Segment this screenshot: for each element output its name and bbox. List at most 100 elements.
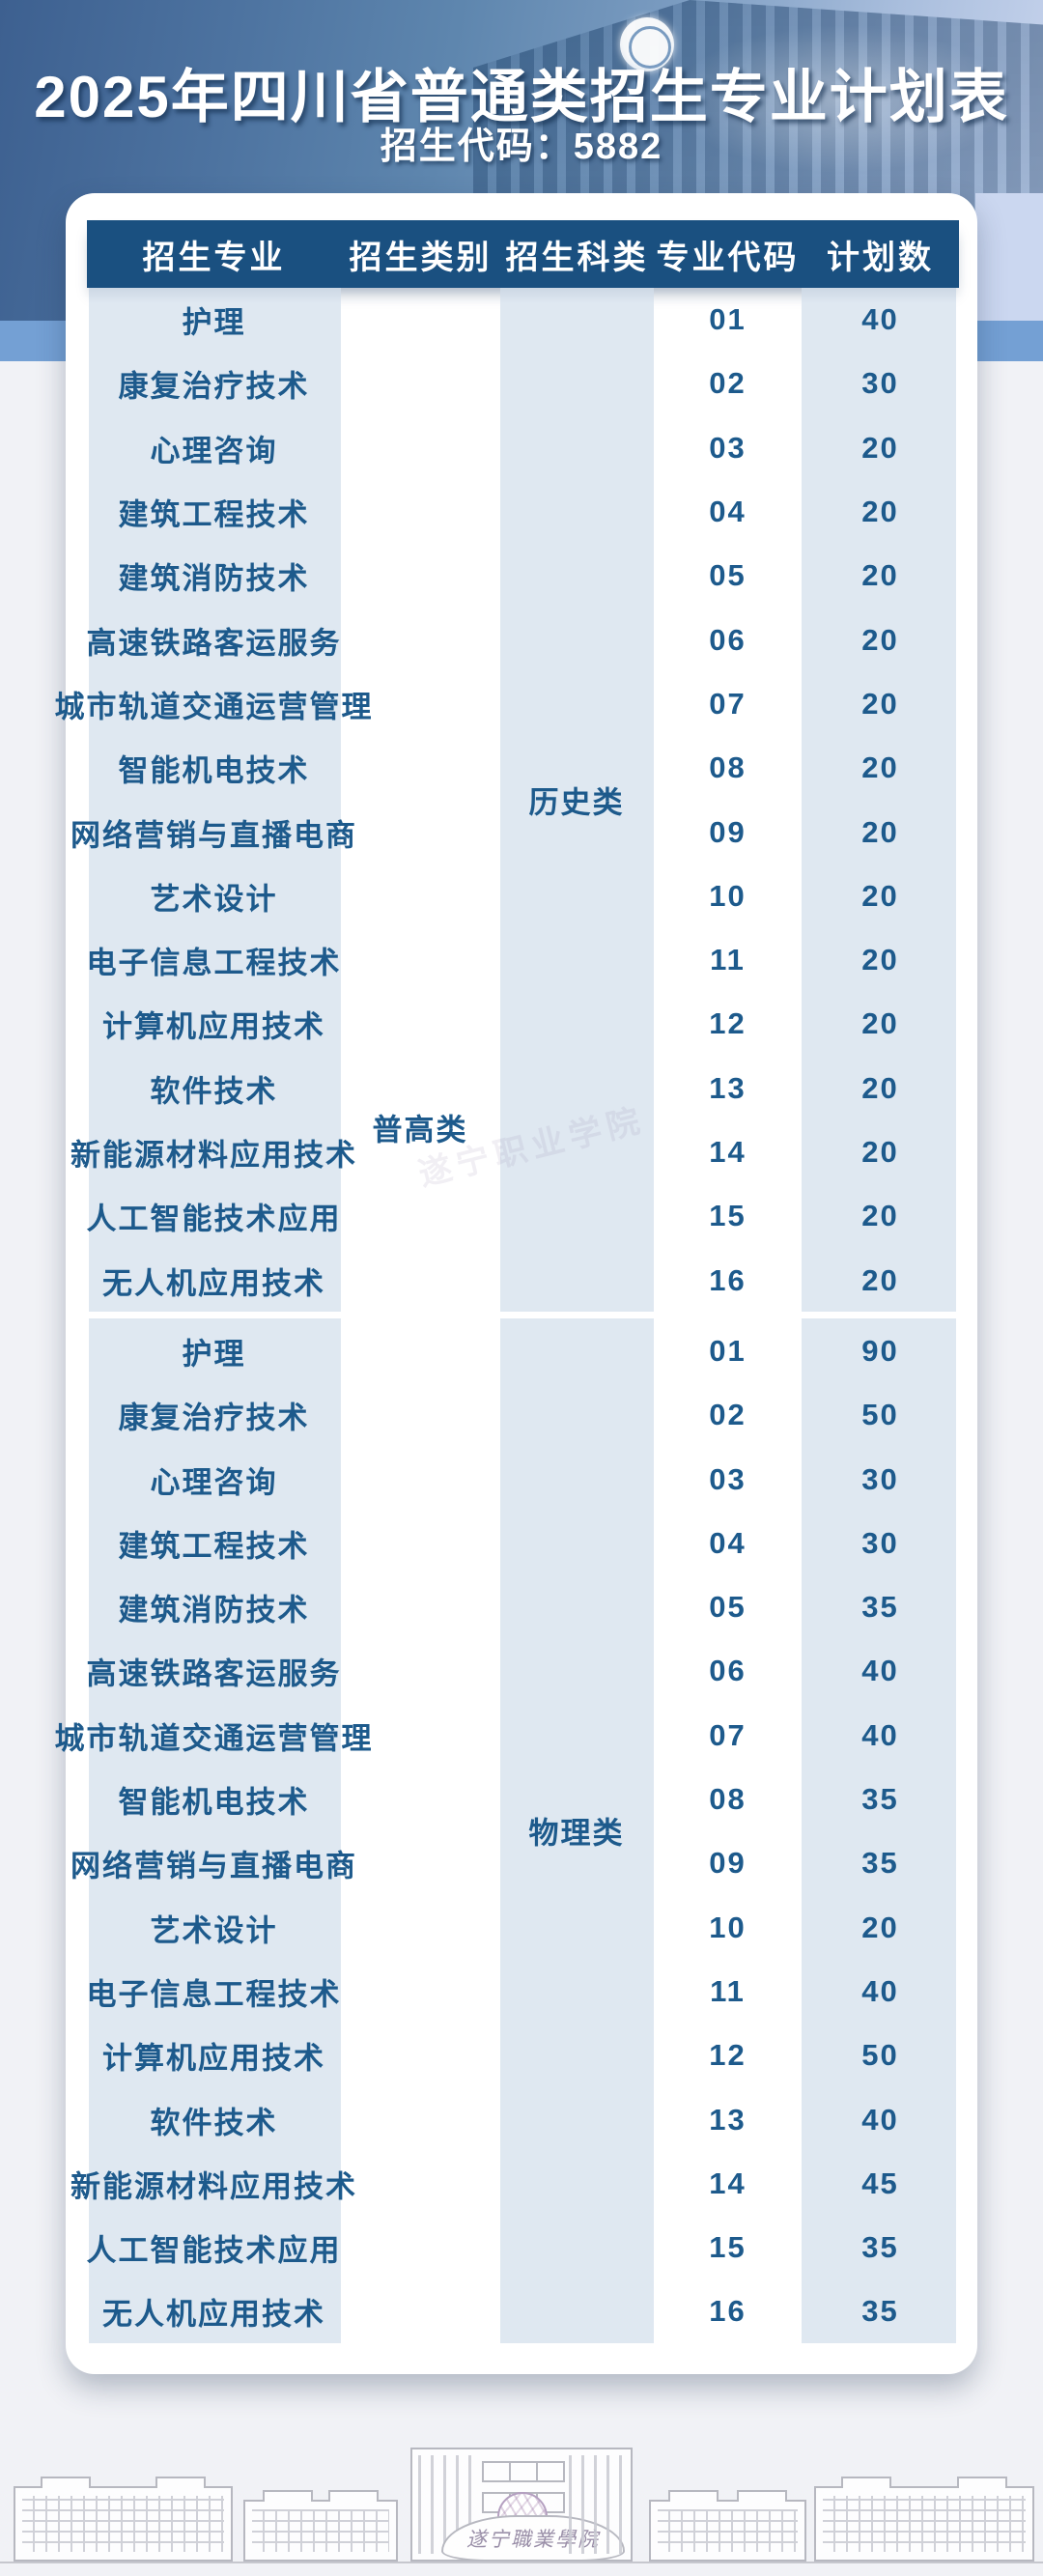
code-cell: 14 <box>709 2166 747 2200</box>
major-cell: 新能源材料应用技术 <box>70 2169 357 2204</box>
code-cell: 11 <box>710 943 746 977</box>
plan-cell: 35 <box>861 1846 899 1881</box>
major-cell: 计算机应用技术 <box>102 2041 325 2076</box>
plan-cell: 20 <box>861 814 899 849</box>
page-title: 2025年四川省普通类招生专业计划表 <box>34 65 1009 129</box>
plan-cell: 30 <box>861 366 899 401</box>
plan-cell: 20 <box>861 943 899 977</box>
plan-cell: 20 <box>861 750 899 785</box>
column-header-3: 专业代码 <box>656 239 800 276</box>
roof-tab <box>668 2490 719 2502</box>
major-cell: 人工智能技术应用 <box>86 2233 342 2268</box>
section-divider <box>87 1312 959 1318</box>
plan-cell: 35 <box>861 1590 899 1625</box>
major-cell: 建筑工程技术 <box>118 497 310 532</box>
major-cell: 软件技术 <box>150 1074 278 1109</box>
plan-cell: 20 <box>861 495 899 529</box>
major-cell: 无人机应用技术 <box>102 2297 325 2332</box>
plan-cell: 20 <box>861 1199 899 1233</box>
subject-label-history: 历史类 <box>528 785 625 820</box>
plan-cell: 40 <box>861 1973 899 2008</box>
code-cell: 12 <box>709 2038 747 2073</box>
major-cell: 无人机应用技术 <box>102 1266 325 1301</box>
code-cell: 04 <box>709 1525 747 1560</box>
plan-cell: 30 <box>861 1525 899 1560</box>
major-cell: 软件技术 <box>150 2106 278 2140</box>
code-cell: 14 <box>709 1135 747 1170</box>
major-cell: 人工智能技术应用 <box>86 1202 342 1236</box>
window-row <box>482 2461 565 2482</box>
periwinkle-corner <box>975 193 1043 321</box>
code-cell: 11 <box>710 1973 746 2008</box>
roof-tab <box>328 2490 379 2502</box>
code-cell: 13 <box>709 1070 747 1105</box>
plan-cell: 20 <box>861 1262 899 1297</box>
outline-building-4 <box>649 2490 806 2562</box>
column-header-2: 招生科类 <box>505 239 649 276</box>
code-cell: 07 <box>709 1717 747 1752</box>
campus-illustration: 遂宁職業學院 <box>0 2441 1043 2576</box>
outline-building-5 <box>814 2477 1034 2562</box>
plan-cell: 35 <box>861 1782 899 1817</box>
plan-cell: 20 <box>861 622 899 657</box>
major-cell: 心理咨询 <box>150 434 278 468</box>
major-cell: 网络营销与直播电商 <box>70 818 357 853</box>
major-cell: 高速铁路客运服务 <box>86 626 342 661</box>
code-cell: 09 <box>709 814 747 849</box>
code-cell: 13 <box>709 2102 747 2137</box>
plan-cell: 35 <box>861 2230 899 2265</box>
code-cell: 02 <box>709 1398 747 1432</box>
plan-cell: 40 <box>861 1717 899 1752</box>
major-cell: 艺术设计 <box>150 1913 278 1948</box>
roof-tab <box>957 2477 1007 2488</box>
major-cell: 建筑消防技术 <box>118 561 310 596</box>
major-cell: 康复治疗技术 <box>118 369 310 404</box>
code-cell: 03 <box>709 1461 747 1496</box>
code-cell: 03 <box>709 430 747 465</box>
major-cell: 城市轨道交通运营管理 <box>54 690 374 724</box>
code-cell: 04 <box>709 495 747 529</box>
major-cell: 建筑消防技术 <box>118 1593 310 1628</box>
major-cell: 网络营销与直播电商 <box>70 1849 357 1883</box>
roof-tab <box>841 2477 891 2488</box>
plan-cell: 40 <box>861 2102 899 2137</box>
table-header-row: 招生专业 招生类别 招生科类 专业代码 计划数 <box>87 220 959 288</box>
major-cell: 护理 <box>182 1337 246 1372</box>
plan-table-card: 招生专业 招生类别 招生科类 专业代码 计划数 普高类 历史类 物理类 护理 01 40 康复… <box>55 193 977 2374</box>
plan-cell: 20 <box>861 686 899 721</box>
code-cell: 06 <box>709 1654 747 1688</box>
ground-line <box>0 2562 1043 2563</box>
code-cell: 08 <box>709 750 747 785</box>
plan-cell: 20 <box>861 1910 899 1944</box>
code-cell: 15 <box>709 2230 747 2265</box>
code-cell: 02 <box>709 366 747 401</box>
major-cell: 智能机电技术 <box>118 753 310 788</box>
column-header-1: 招生类别 <box>349 239 493 276</box>
major-cell: 智能机电技术 <box>118 1785 310 1820</box>
column-header-4: 计划数 <box>827 239 934 276</box>
code-cell: 05 <box>709 1590 747 1625</box>
code-cell: 10 <box>709 878 747 913</box>
category-label: 普高类 <box>372 1113 468 1147</box>
plan-cell: 35 <box>861 2294 899 2329</box>
code-cell: 15 <box>709 1199 747 1233</box>
plan-cell: 20 <box>861 1006 899 1041</box>
plan-cell: 20 <box>861 430 899 465</box>
code-cell: 16 <box>709 1262 747 1297</box>
plan-cell: 45 <box>861 2166 899 2200</box>
major-cell: 心理咨询 <box>150 1465 278 1500</box>
roof-tab <box>155 2477 206 2488</box>
roof-tab <box>263 2490 313 2502</box>
outline-building-main: 遂宁職業學院 <box>410 2448 633 2562</box>
major-cell: 新能源材料应用技术 <box>70 1138 357 1173</box>
roof-tab <box>41 2477 91 2488</box>
major-cell: 艺术设计 <box>150 882 278 917</box>
outline-building-2 <box>243 2490 398 2562</box>
name-stone: 遂宁職業學院 <box>441 2515 625 2562</box>
code-cell: 12 <box>709 1006 747 1041</box>
code-cell: 09 <box>709 1846 747 1881</box>
college-emblem-icon <box>620 17 674 71</box>
major-cell: 高速铁路客运服务 <box>86 1656 342 1691</box>
code-cell: 08 <box>709 1782 747 1817</box>
major-cell: 电子信息工程技术 <box>86 946 342 980</box>
